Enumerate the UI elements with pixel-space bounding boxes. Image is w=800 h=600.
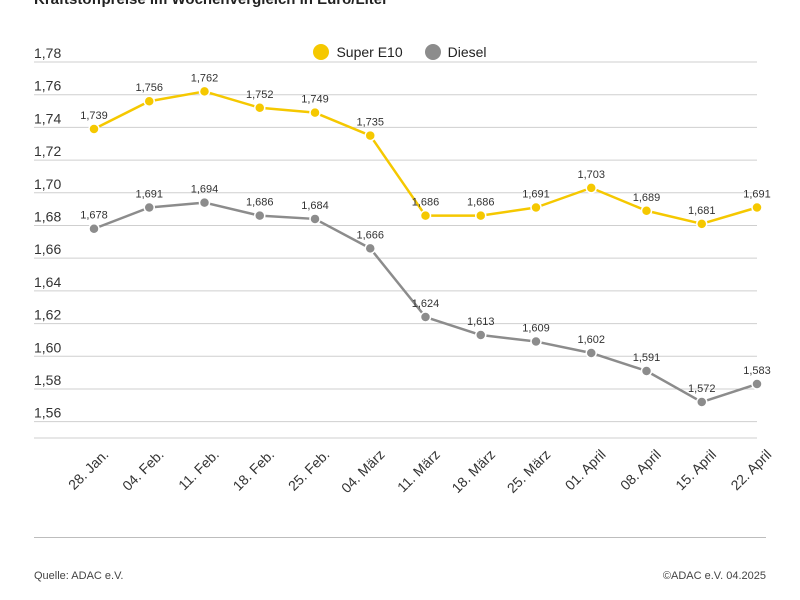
data-label-diesel: 1,613 [467,316,495,328]
source-note: Quelle: ADAC e.V. [34,570,124,582]
data-point-diesel [364,242,376,255]
x-tick-label: 18. Feb. [230,446,278,494]
data-label-super-e10: 1,756 [135,82,163,94]
y-tick-label: 1,70 [34,176,61,192]
data-point-super-e10 [419,209,432,222]
data-point-diesel [143,201,155,214]
data-label-super-e10: 1,689 [633,192,661,204]
legend-item-diesel: Diesel [424,44,487,60]
x-tick-label: 25. Feb. [285,446,333,494]
data-point-super-e10 [530,201,542,214]
data-point-diesel [475,329,487,341]
x-tick-label: 04. März [338,446,388,496]
x-axis: 28. Jan. 04. Feb. 11. Feb. 18. Feb. 25. Feb.… [65,446,775,496]
y-tick-label: 1,58 [34,372,61,388]
x-tick-label: 01. April [562,446,609,493]
data-label-super-e10: 1,703 [577,169,605,181]
data-point-diesel [640,365,653,377]
data-point-super-e10 [751,201,763,214]
data-point-super-e10 [696,218,708,230]
data-label-super-e10: 1,749 [301,94,329,106]
data-point-diesel [254,209,266,222]
data-point-diesel [530,335,542,348]
line-chart: 1,56 1,58 1,60 1,62 1,64 1,66 1,68 1,70 1,72 1,74… [34,45,775,496]
copyright-note: ©ADAC e.V. 04.2025 [662,570,766,582]
x-tick-label: 22. April [727,446,774,493]
data-label-diesel: 1,624 [412,298,440,310]
data-label-super-e10: 1,735 [356,117,384,129]
data-point-super-e10 [88,123,100,135]
y-tick-label: 1,56 [34,405,61,421]
legend-label-diesel: Diesel [447,44,487,60]
x-tick-label: 04. Feb. [119,446,167,494]
y-tick-label: 1,78 [34,45,61,61]
data-label-super-e10: 1,691 [743,188,771,200]
x-tick-label: 11. März [394,446,443,495]
series-group: 1,739 1,756 1,762 1,752 1,749 1,735 1,686 1,686… [80,72,771,408]
data-point-diesel [751,378,763,390]
x-tick-label: 08. April [617,446,664,493]
data-point-diesel [88,222,100,235]
y-tick-label: 1,64 [34,274,61,290]
data-point-diesel [309,213,321,225]
y-tick-label: 1,76 [34,78,61,94]
data-label-super-e10: 1,686 [412,197,440,209]
y-tick-label: 1,68 [34,208,61,224]
data-label-diesel: 1,691 [135,188,163,200]
x-tick-label: 11. Feb. [175,446,222,493]
data-label-super-e10: 1,686 [467,197,495,209]
data-label-diesel: 1,583 [743,365,771,377]
data-label-diesel: 1,684 [301,200,329,212]
y-tick-label: 1,60 [34,339,61,355]
x-tick-label: 15. April [672,446,719,493]
data-point-diesel [419,311,432,323]
grid-lines [34,61,757,439]
data-label-diesel: 1,591 [633,352,661,364]
data-label-diesel: 1,694 [191,184,219,196]
data-label-diesel: 1,686 [246,197,274,209]
data-label-diesel: 1,602 [577,334,605,346]
legend-dot-super-e10 [313,44,330,60]
chart-title: Kraftstoffpreise im Wochenvergleich in E… [34,0,388,8]
data-point-super-e10 [475,209,487,222]
data-label-super-e10: 1,681 [688,205,716,217]
y-axis: 1,56 1,58 1,60 1,62 1,64 1,66 1,68 1,70 1,72 1,74… [34,45,61,421]
data-label-diesel: 1,666 [356,229,384,241]
x-tick-label: 18. März [448,446,498,496]
data-label-diesel: 1,609 [522,323,550,335]
data-point-super-e10 [198,85,211,98]
data-label-diesel: 1,678 [80,210,108,222]
legend-dot-diesel [424,44,441,60]
y-tick-label: 1,72 [34,143,61,159]
y-tick-label: 1,62 [34,307,61,323]
x-tick-label: 28. Jan. [65,446,112,493]
y-tick-label: 1,66 [34,241,61,257]
data-point-diesel [696,396,708,408]
data-point-super-e10 [640,205,653,217]
legend: Super E10 Diesel [0,44,800,60]
data-point-diesel [198,196,211,209]
data-label-diesel: 1,572 [688,383,716,395]
data-point-diesel [585,347,597,359]
data-label-super-e10: 1,739 [80,110,108,122]
legend-label-super-e10: Super E10 [336,44,403,60]
data-point-super-e10 [254,102,266,114]
x-tick-label: 25. März [504,446,554,496]
y-tick-label: 1,74 [34,110,61,126]
data-point-super-e10 [364,129,376,142]
footer-divider [34,537,766,538]
data-label-super-e10: 1,691 [522,188,550,200]
legend-item-super-e10: Super E10 [313,44,403,60]
data-label-super-e10: 1,762 [191,72,219,84]
data-label-super-e10: 1,752 [246,89,274,101]
data-point-super-e10 [585,182,597,194]
data-point-super-e10 [143,95,155,107]
data-point-super-e10 [309,106,321,119]
